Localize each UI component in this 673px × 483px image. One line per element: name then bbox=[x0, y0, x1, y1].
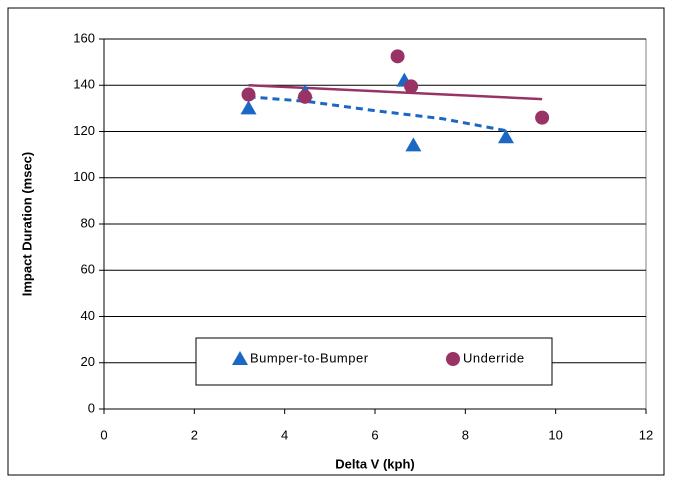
y-tick-label: 40 bbox=[81, 308, 95, 323]
y-tick-label: 140 bbox=[73, 77, 95, 92]
x-tick-label: 6 bbox=[371, 427, 378, 442]
triangle-marker bbox=[497, 129, 514, 144]
triangle-marker bbox=[232, 351, 248, 365]
y-tick-label: 0 bbox=[88, 400, 95, 415]
legend-box bbox=[195, 337, 553, 386]
x-tick-label: 2 bbox=[191, 427, 198, 442]
x-axis-title: Delta V (kph) bbox=[335, 456, 414, 471]
trendline bbox=[248, 95, 511, 133]
x-tick-label: 8 bbox=[462, 427, 469, 442]
y-axis-title: Impact Duration (msec) bbox=[19, 152, 34, 296]
circle-marker bbox=[446, 352, 460, 366]
circle-marker bbox=[241, 87, 256, 102]
circle-marker bbox=[404, 79, 419, 94]
legend-label: Bumper-to-Bumper bbox=[250, 350, 369, 365]
circle-marker bbox=[390, 49, 405, 64]
y-tick-label: 160 bbox=[73, 30, 95, 45]
y-tick-label: 80 bbox=[81, 215, 95, 230]
trendline bbox=[248, 84, 543, 101]
circle-marker bbox=[297, 89, 312, 104]
circle-marker bbox=[535, 110, 550, 125]
x-tick-label: 10 bbox=[548, 427, 562, 442]
y-tick-label: 100 bbox=[73, 169, 95, 184]
x-tick-label: 0 bbox=[100, 427, 107, 442]
x-tick-label: 12 bbox=[639, 427, 653, 442]
x-tick-label: 4 bbox=[281, 427, 288, 442]
y-tick-label: 20 bbox=[81, 354, 95, 369]
legend-label: Underride bbox=[463, 350, 525, 365]
y-tick-label: 120 bbox=[73, 123, 95, 138]
triangle-marker bbox=[405, 137, 422, 152]
triangle-marker bbox=[240, 100, 257, 115]
y-tick-label: 60 bbox=[81, 262, 95, 277]
